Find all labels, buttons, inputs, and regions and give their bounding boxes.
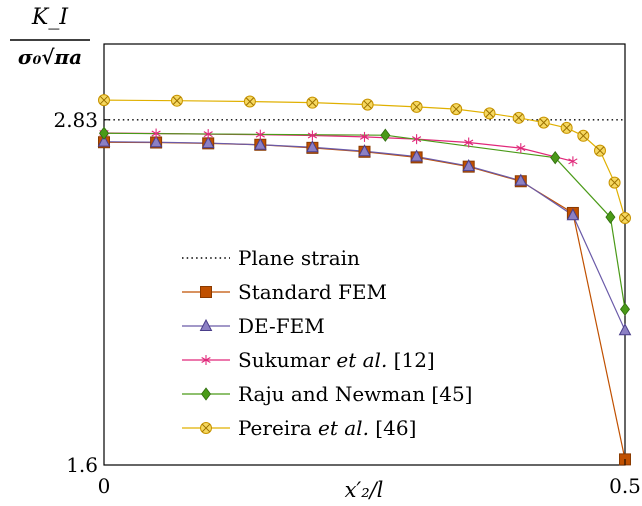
x-axis-label: x′₂/l bbox=[345, 478, 384, 502]
legend-swatch-marker bbox=[201, 355, 211, 365]
legend-item-plane-strain: Plane strain bbox=[182, 246, 360, 270]
raju-and-newman-45-point-1 bbox=[380, 128, 391, 142]
legend-swatch-marker bbox=[199, 318, 213, 331]
legend-swatch-marker bbox=[200, 422, 212, 434]
marker-layer bbox=[97, 94, 632, 466]
pereira-et-al-46-point-10 bbox=[560, 121, 573, 134]
legend-swatch-marker bbox=[201, 387, 211, 401]
y-tick-label: 2.83 bbox=[53, 108, 98, 132]
y-axis-label: K_I σ₀√πa bbox=[10, 5, 90, 69]
plot-frame bbox=[103, 43, 626, 466]
de-fem-point-5 bbox=[358, 144, 371, 157]
de-fem-point-4 bbox=[306, 140, 319, 153]
x-tick-label: 0 bbox=[98, 474, 111, 498]
de-fem-point-7 bbox=[462, 159, 476, 172]
sukumar-et-al-12-point-3 bbox=[255, 129, 265, 140]
raju-and-newman-45-point-2 bbox=[550, 151, 561, 165]
sukumar-et-al-12-point-7 bbox=[464, 137, 474, 148]
pereira-et-al-46-point-6 bbox=[450, 103, 463, 116]
y-axis-label-numerator: K_I bbox=[31, 5, 69, 30]
tick-layer: 1.6 2.83 0 0.5 bbox=[53, 108, 640, 498]
de-fem-point-6 bbox=[410, 149, 423, 162]
legend-label: Standard FEM bbox=[238, 280, 387, 304]
pereira-et-al-46-point-14 bbox=[619, 212, 631, 225]
y-tick-label: 1.6 bbox=[66, 453, 98, 477]
pereira-et-al-46-point-5 bbox=[410, 100, 423, 113]
de-fem-point-1 bbox=[149, 135, 163, 148]
pereira-et-al-46-point-13 bbox=[608, 176, 621, 189]
de-fem-point-0 bbox=[97, 134, 111, 147]
raju-and-newman-45-point-4 bbox=[620, 302, 630, 316]
legend-item-sukumar-et-al-12: Sukumar et al. [12] bbox=[182, 348, 435, 372]
legend-label: Raju and Newman [45] bbox=[238, 382, 472, 406]
plot-area bbox=[97, 43, 632, 466]
pereira-et-al-46-point-12 bbox=[593, 144, 606, 157]
pereira-et-al-46-point-0 bbox=[98, 94, 110, 107]
legend-item-raju-and-newman-45: Raju and Newman [45] bbox=[182, 382, 472, 406]
legend: Plane strain Standard FEM DE-FEM Sukumar et… bbox=[182, 246, 472, 440]
sukumar-et-al-12-point-1 bbox=[151, 128, 161, 139]
legend-label: DE-FEM bbox=[238, 314, 325, 338]
legend-item-de-fem: DE-FEM bbox=[182, 314, 325, 338]
raju-and-newman-45-point-3 bbox=[605, 210, 616, 224]
series-line-sukumar-et-al-12 bbox=[104, 132, 574, 162]
pereira-et-al-46-point-11 bbox=[577, 129, 590, 142]
sukumar-et-al-12-point-4 bbox=[307, 130, 318, 141]
legend-label: Plane strain bbox=[238, 246, 360, 270]
de-fem-point-8 bbox=[514, 173, 528, 186]
legend-swatch-marker bbox=[200, 286, 212, 298]
sukumar-et-al-12-point-6 bbox=[411, 134, 422, 145]
x-tick-label: 0.5 bbox=[609, 474, 641, 498]
de-fem-point-9 bbox=[566, 208, 580, 221]
y-axis-label-denominator: σ₀√πa bbox=[18, 45, 82, 69]
pereira-et-al-46-point-7 bbox=[483, 107, 496, 120]
pereira-et-al-46-point-8 bbox=[512, 111, 525, 124]
legend-item-standard-fem: Standard FEM bbox=[182, 280, 387, 304]
de-fem-point-3 bbox=[253, 137, 267, 150]
legend-item-pereira-et-al-46: Pereira et al. [46] bbox=[182, 416, 416, 440]
pereira-et-al-46-point-4 bbox=[361, 98, 374, 111]
sukumar-et-al-12-point-9 bbox=[568, 156, 578, 167]
legend-label: Pereira et al. [46] bbox=[238, 416, 416, 440]
sukumar-et-al-12-point-8 bbox=[516, 143, 526, 154]
sukumar-et-al-12-point-5 bbox=[359, 131, 370, 142]
legend-label: Sukumar et al. [12] bbox=[238, 348, 435, 372]
pereira-et-al-46-point-3 bbox=[306, 96, 319, 109]
pereira-et-al-46-point-1 bbox=[170, 94, 183, 107]
de-fem-point-10 bbox=[618, 323, 632, 336]
sukumar-et-al-12-point-2 bbox=[203, 129, 213, 140]
pereira-et-al-46-point-2 bbox=[243, 95, 256, 108]
raju-and-newman-45-point-0 bbox=[99, 126, 109, 140]
de-fem-point-2 bbox=[201, 135, 215, 149]
pereira-et-al-46-point-9 bbox=[537, 116, 550, 129]
